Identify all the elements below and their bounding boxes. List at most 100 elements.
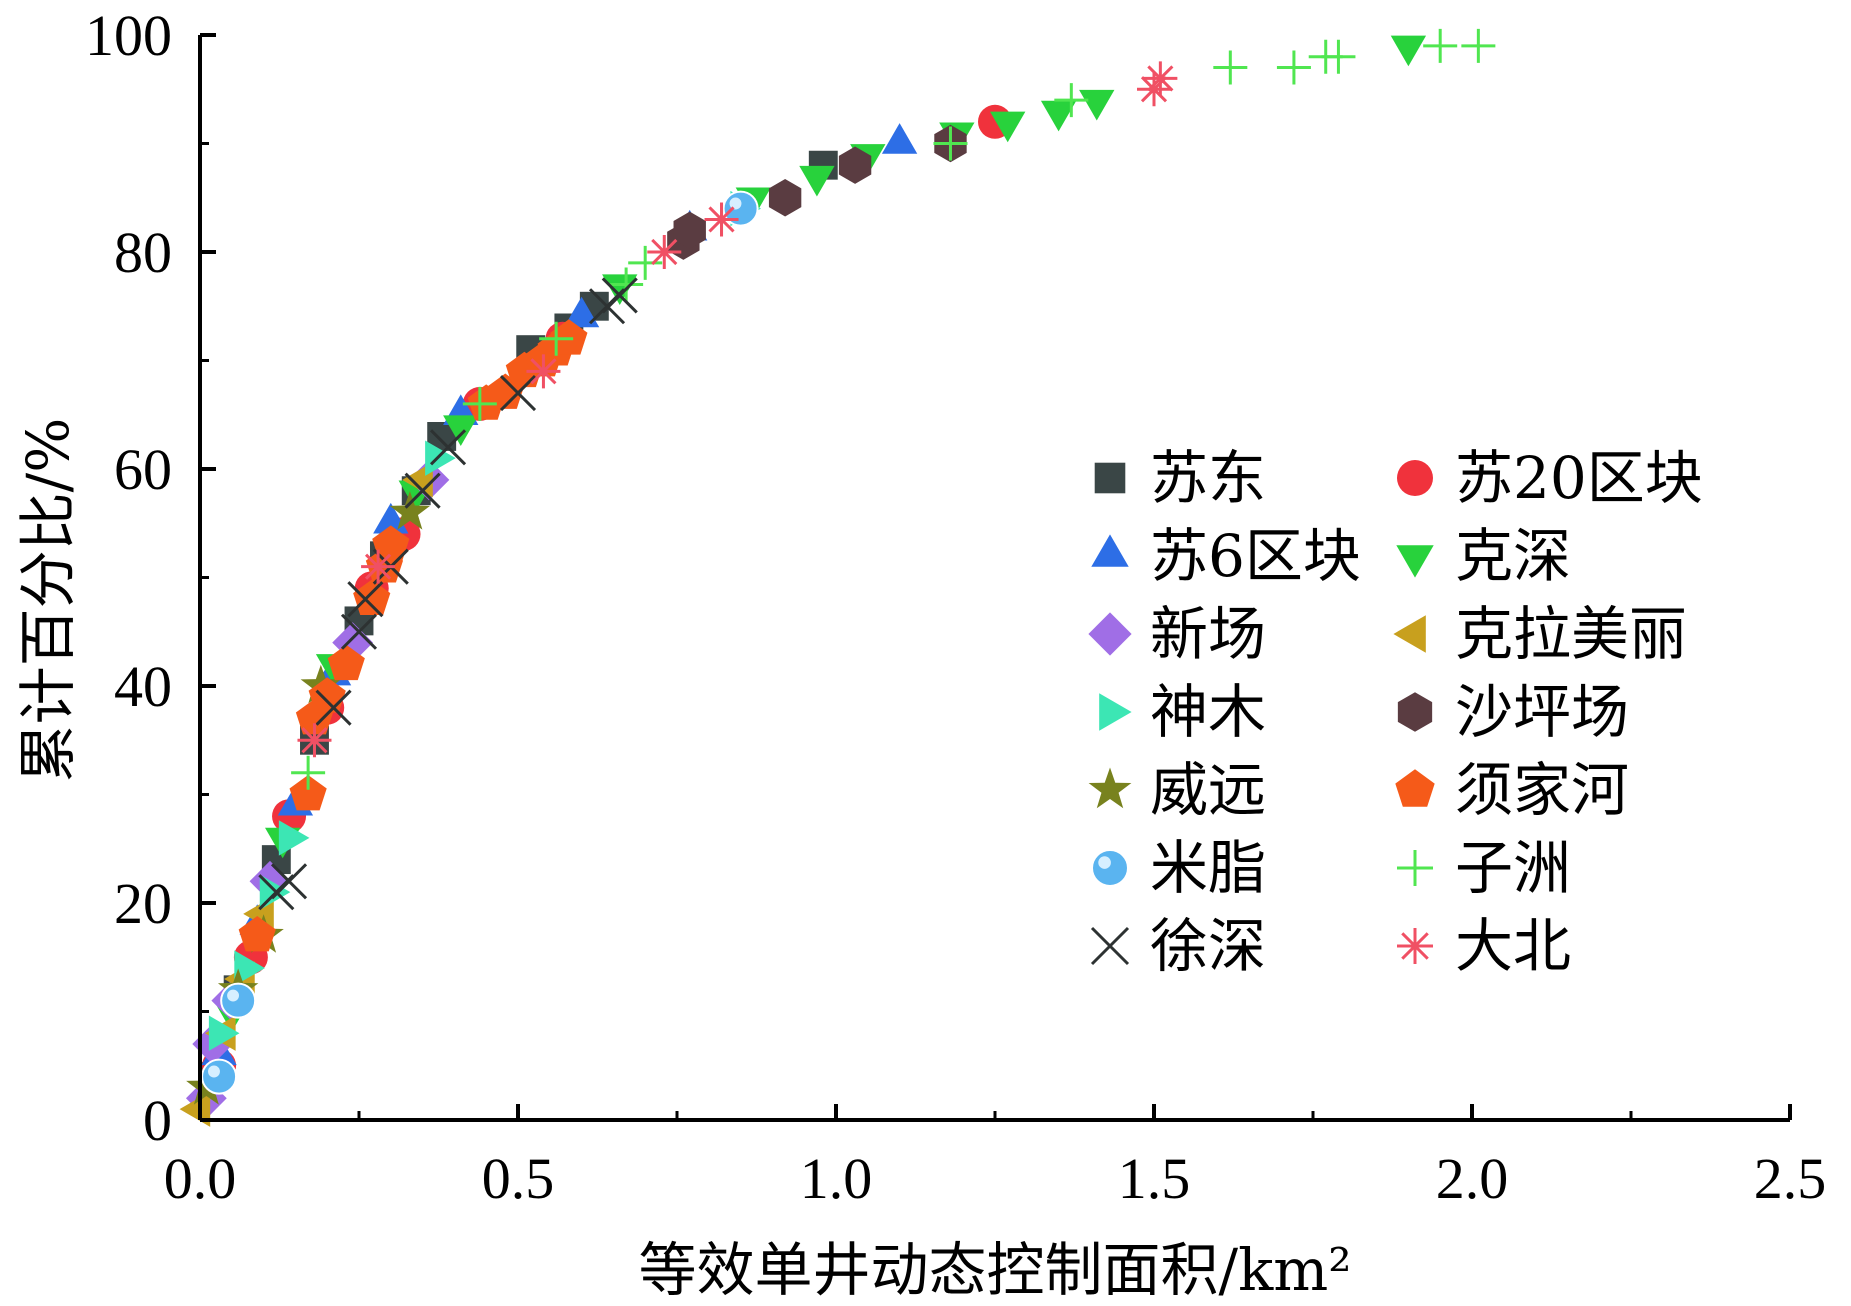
data-point [297,723,332,758]
y-axis-title: 累计百分比/% [14,418,82,783]
data-point [1390,35,1427,67]
data-point [539,321,574,356]
legend-marker [1090,926,1130,966]
y-tick-label: 80 [114,220,172,285]
data-point [601,277,638,314]
legend-label: 徐深 [1150,912,1266,980]
legend-entry: 沙坪场 [1397,678,1629,746]
legend-marker [1099,693,1132,731]
data-point [208,1015,240,1051]
data-point [389,491,431,530]
legend-entry: 徐深 [1090,912,1266,980]
data-point [234,950,265,986]
data-point [372,525,410,561]
legend-marker [1094,462,1126,494]
data-point [1054,83,1089,118]
data-point [340,613,378,650]
data-point [1321,39,1356,74]
x-tick-label: 1.0 [800,1146,873,1211]
legend-label: 沙坪场 [1455,678,1629,746]
legend-marker [1088,767,1132,809]
series-11 [201,190,759,1095]
data-point [550,319,588,355]
data-point [361,549,396,584]
data-point-highlight [227,989,240,1002]
data-point [1143,61,1178,96]
data-point [602,274,638,305]
data-point [347,581,384,618]
data-point [327,644,365,681]
y-tick-label: 100 [85,3,172,68]
data-point [647,235,682,269]
y-tick-label: 20 [114,871,172,936]
data-point [704,202,739,237]
legend-marker-highlight [1098,856,1111,869]
data-point [881,123,918,154]
data-point [628,245,663,280]
data-point [933,126,968,161]
series-13 [258,277,638,911]
data-point [1040,100,1077,132]
data-point [768,179,802,217]
legend-label: 须家河 [1455,756,1629,824]
legend-entry: 神木 [1099,678,1266,746]
data-point [201,1058,238,1095]
data-point [289,774,327,811]
legend-label: 苏20区块 [1455,444,1703,512]
x-axis-title: 等效单井动态控制面积/km² [639,1236,1352,1304]
data-point [499,374,537,412]
legend-marker [1088,612,1132,656]
legend-label: 威远 [1150,756,1266,824]
legend-entry: 苏东 [1094,444,1266,512]
legend-label: 米脂 [1150,834,1266,902]
legend-entry: 克拉美丽 [1393,600,1687,668]
data-point [673,211,706,249]
legend-label: 大北 [1455,912,1571,980]
axes: 0.0 0.5 1.0 1.5 2.0 2.5 0 20 40 60 80 100 [85,3,1826,1211]
data-point [238,916,276,952]
x-tick-label: 0.5 [482,1146,555,1211]
data-point [526,354,561,389]
legend-entry: 大北 [1397,912,1571,980]
legend-marker [1397,928,1433,964]
data-point [429,429,467,466]
legend-marker [1091,534,1129,567]
legend-entry: 新场 [1088,600,1266,668]
data-point [838,146,872,184]
y-tick-label: 40 [114,654,172,719]
legend-label: 克深 [1455,522,1571,590]
legend-marker [1397,850,1433,886]
legend-entry: 苏20区块 [1397,444,1703,512]
legend-label: 新场 [1150,600,1266,668]
plot-area [179,28,1496,1127]
data-point [425,440,456,476]
legend-label: 克拉美丽 [1455,600,1687,668]
data-point [291,755,326,790]
legend-marker [1395,769,1435,807]
data-point [609,267,644,302]
series-7 [208,190,761,1051]
x-tick-label: 0.0 [164,1146,237,1211]
x-tick-label: 2.5 [1754,1146,1827,1211]
legend-label: 神木 [1150,678,1266,746]
x-tick-label: 2.0 [1436,1146,1509,1211]
legend-label: 子洲 [1455,834,1571,902]
legend-marker [1396,545,1434,578]
data-point [270,863,308,900]
data-point [443,415,479,446]
data-point [315,689,352,726]
legend-entry: 子洲 [1397,834,1571,902]
series-3 [201,123,918,1066]
data-point [1423,28,1458,63]
series-10 [238,319,588,952]
legend-label: 苏东 [1150,444,1266,512]
data-point [278,820,310,856]
data-point [404,472,441,509]
series-2 [202,104,1012,1083]
data-point [1079,89,1115,121]
legend-entry: 苏6区块 [1091,522,1361,590]
data-point [799,165,835,197]
legend-marker [1393,615,1426,653]
